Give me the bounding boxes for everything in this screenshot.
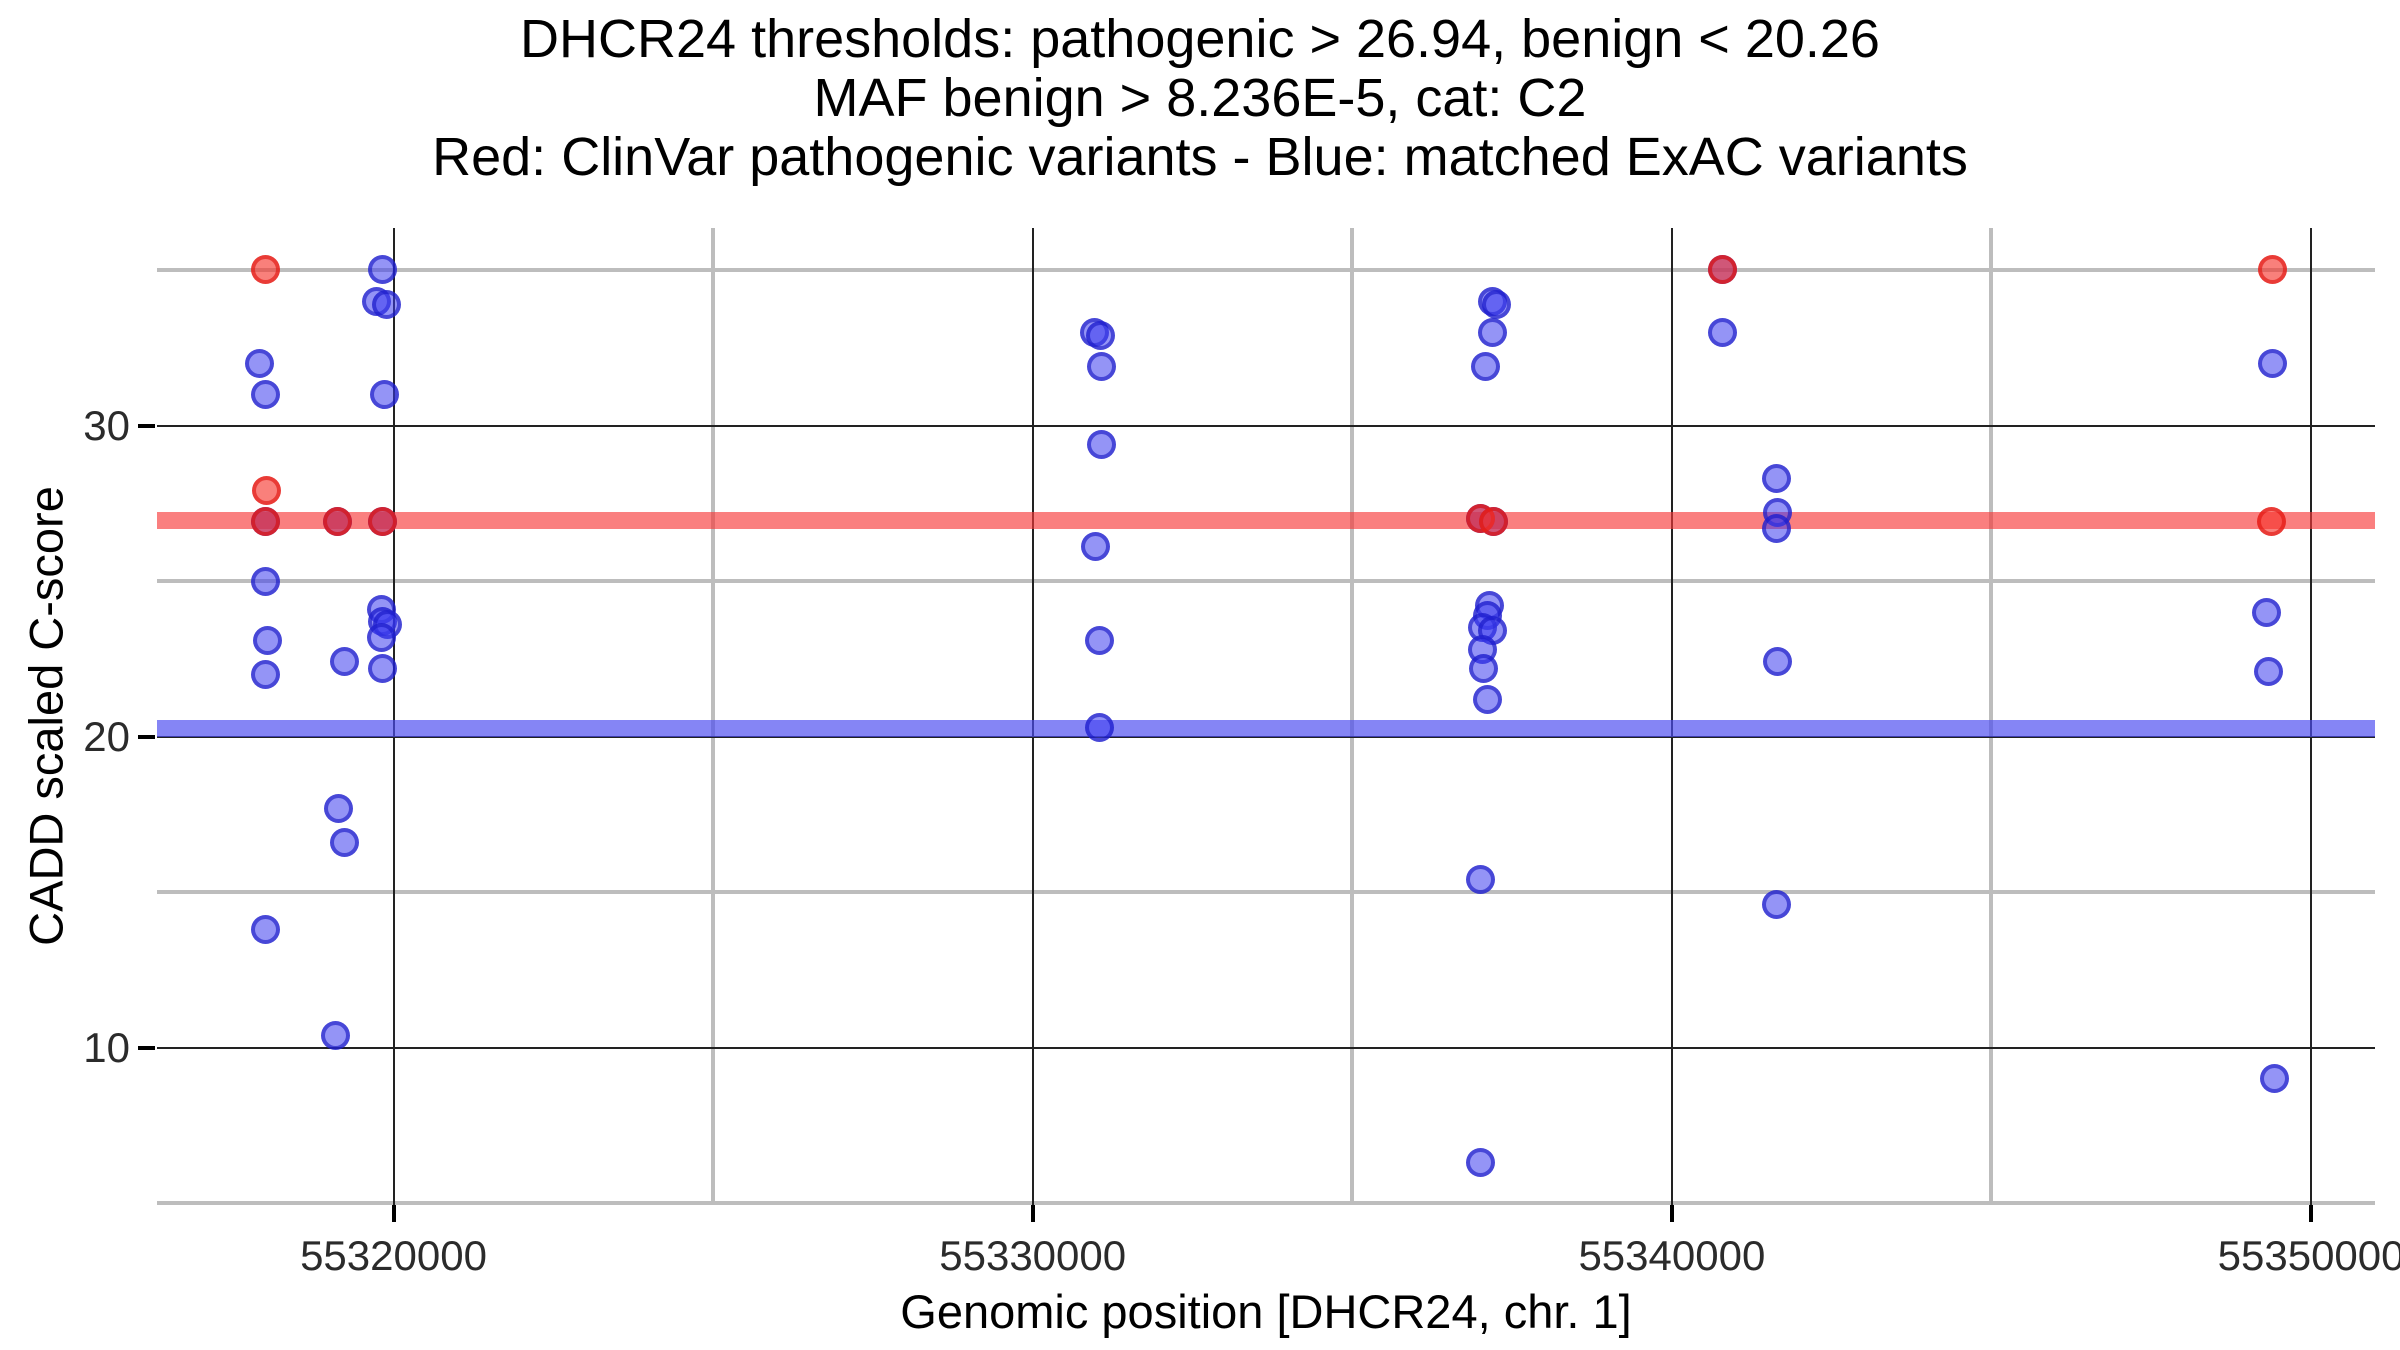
- data-point-blue: [2254, 656, 2284, 686]
- data-point-blue: [1478, 317, 1508, 347]
- y-tick-mark: [138, 734, 155, 739]
- data-point-blue: [1762, 463, 1792, 493]
- data-point-red: [323, 507, 353, 537]
- data-point-blue: [2257, 348, 2287, 378]
- data-point-blue: [2252, 597, 2282, 627]
- y-minor-gridline: [157, 267, 2375, 272]
- data-point-blue: [324, 793, 354, 823]
- data-point-blue: [245, 348, 275, 378]
- data-point-blue: [1763, 647, 1793, 677]
- data-point-blue: [1087, 429, 1117, 459]
- data-point-blue: [329, 647, 359, 677]
- data-point-red: [368, 507, 398, 537]
- data-point-blue: [1084, 712, 1114, 742]
- data-point-blue: [1761, 513, 1791, 543]
- chart-title: DHCR24 thresholds: pathogenic > 26.94, b…: [91, 10, 2309, 187]
- chart-title-line1: DHCR24 thresholds: pathogenic > 26.94, b…: [520, 9, 1880, 69]
- x-tick-label: 55320000: [300, 1232, 487, 1279]
- y-tick-label: 10: [83, 1023, 130, 1071]
- y-minor-gridline: [157, 1201, 2375, 1206]
- data-point-blue: [1081, 532, 1111, 562]
- threshold-band-blue: [157, 719, 2375, 737]
- x-major-gridline: [2310, 228, 2313, 1205]
- chart-title-line2: MAF benign > 8.236E-5, cat: C2: [813, 68, 1587, 128]
- x-minor-gridline: [1350, 228, 1355, 1205]
- y-tick-label: 20: [83, 712, 130, 760]
- data-point-blue: [321, 1020, 351, 1050]
- y-tick-mark: [138, 423, 155, 428]
- data-point-blue: [251, 566, 281, 596]
- y-minor-gridline: [157, 579, 2375, 584]
- data-point-red: [251, 476, 281, 506]
- data-point-red: [2256, 507, 2286, 537]
- data-point-blue: [1473, 684, 1503, 714]
- data-point-blue: [1086, 351, 1116, 381]
- x-tick-mark: [1669, 1205, 1674, 1222]
- data-point-red: [2258, 255, 2288, 285]
- y-axis-title: CADD scaled C-score: [19, 486, 73, 946]
- data-point-blue: [1084, 625, 1114, 655]
- data-point-blue: [1481, 289, 1511, 319]
- data-point-blue: [371, 289, 401, 319]
- x-tick-label: 55340000: [1578, 1232, 1766, 1279]
- data-point-blue: [1469, 653, 1499, 683]
- chart-title-line3: Red: ClinVar pathogenic variants - Blue:…: [432, 127, 1968, 187]
- y-tick-label: 30: [83, 401, 130, 449]
- plot-panel: [157, 228, 2375, 1206]
- threshold-band-red: [157, 512, 2375, 530]
- x-tick-label: 55330000: [939, 1232, 1127, 1279]
- y-major-gridline: [157, 424, 2375, 427]
- data-point-blue: [368, 653, 398, 683]
- x-tick-mark: [1030, 1205, 1035, 1222]
- data-point-red: [1479, 507, 1509, 537]
- data-point-blue: [1762, 890, 1792, 920]
- data-point-blue: [1085, 320, 1115, 350]
- x-minor-gridline: [1989, 228, 1994, 1205]
- y-minor-gridline: [157, 890, 2375, 895]
- y-tick-mark: [138, 1045, 155, 1050]
- data-point-blue: [366, 622, 396, 652]
- data-point-blue: [1470, 351, 1500, 381]
- data-point-blue: [1465, 865, 1495, 895]
- data-point-red: [251, 507, 281, 537]
- x-minor-gridline: [711, 228, 716, 1205]
- data-point-blue: [370, 379, 400, 409]
- data-point-blue: [2260, 1064, 2290, 1094]
- x-axis-title: Genomic position [DHCR24, chr. 1]: [900, 1285, 1632, 1338]
- data-point-blue: [329, 827, 359, 857]
- x-major-gridline: [1031, 228, 1034, 1205]
- data-point-red: [251, 255, 281, 285]
- x-tick-mark: [2309, 1205, 2314, 1222]
- x-tick-mark: [391, 1205, 396, 1222]
- data-point-blue: [253, 625, 283, 655]
- data-point-blue: [251, 659, 281, 689]
- data-point-blue: [1465, 1148, 1495, 1178]
- y-major-gridline: [157, 1046, 2375, 1049]
- x-major-gridline: [1670, 228, 1673, 1205]
- data-point-red: [1707, 255, 1737, 285]
- x-major-gridline: [392, 228, 395, 1205]
- data-point-blue: [251, 379, 281, 409]
- data-point-blue: [1707, 317, 1737, 347]
- x-tick-label: 55350000: [2217, 1232, 2400, 1279]
- data-point-blue: [251, 914, 281, 944]
- data-point-blue: [368, 255, 398, 285]
